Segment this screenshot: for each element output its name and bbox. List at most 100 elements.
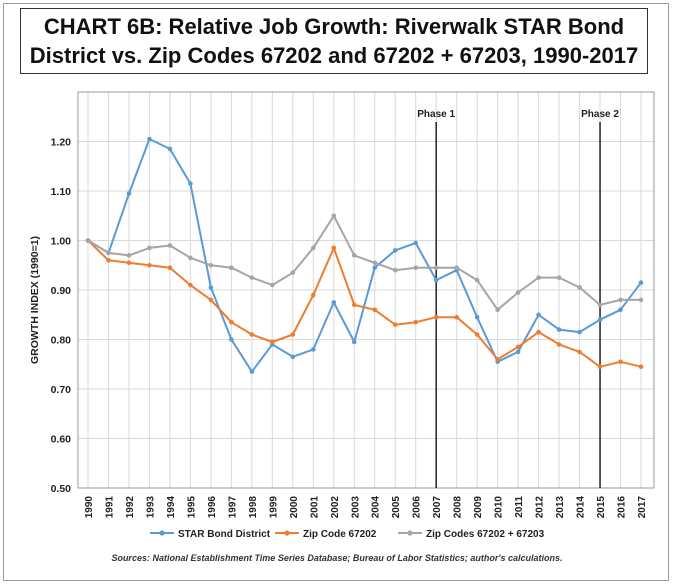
- x-tick-label: 2014: [576, 496, 587, 519]
- plot-area-border: [77, 91, 655, 489]
- data-point: [229, 265, 234, 271]
- data-point: [454, 265, 459, 271]
- data-point: [331, 300, 337, 305]
- y-tick-label: 0.80: [51, 335, 72, 347]
- data-point: [249, 369, 255, 374]
- data-point: [85, 238, 91, 243]
- data-point: [638, 364, 644, 370]
- data-point: [577, 349, 582, 355]
- x-tick-label: 2015: [596, 496, 607, 519]
- x-tick-label: 1993: [145, 496, 156, 519]
- data-point: [290, 354, 296, 360]
- y-tick-label: 0.60: [51, 434, 72, 446]
- series-line: [87, 138, 642, 373]
- x-tick-label: 1995: [186, 496, 197, 519]
- chart-title: CHART 6B: Relative Job Growth: Riverwalk…: [30, 12, 638, 70]
- data-point: [556, 327, 562, 332]
- data-point: [290, 270, 296, 275]
- data-point: [413, 265, 419, 271]
- data-point: [495, 307, 500, 313]
- data-point: [188, 282, 193, 288]
- data-point: [433, 265, 439, 271]
- chart-frame: [3, 3, 669, 581]
- data-point: [433, 314, 439, 320]
- data-point: [106, 250, 111, 256]
- data-point: [556, 342, 562, 347]
- legend-marker: [284, 530, 290, 536]
- data-point: [229, 319, 234, 325]
- data-point: [638, 280, 644, 285]
- data-point: [331, 245, 337, 251]
- x-tick-label: 2017: [637, 496, 648, 519]
- series-line: [87, 214, 641, 311]
- legend-label: Zip Code 67202: [303, 529, 377, 540]
- data-point: [126, 191, 132, 196]
- data-point: [270, 282, 275, 288]
- x-tick-label: 2013: [555, 496, 566, 519]
- data-point: [167, 265, 173, 271]
- data-point: [556, 275, 562, 280]
- x-tick-label: 2006: [412, 496, 423, 519]
- data-point: [372, 307, 378, 313]
- data-point: [310, 292, 316, 298]
- x-tick-label: 2003: [350, 496, 361, 519]
- chart-title-line-2: District vs. Zip Codes 67202 and 67202 +…: [29, 43, 639, 68]
- axes: [77, 91, 655, 489]
- y-tick-label: 1.10: [51, 186, 72, 198]
- data-point: [331, 213, 337, 219]
- series-lines: [85, 136, 644, 374]
- data-point: [474, 314, 480, 320]
- x-tick-label: 1997: [227, 496, 238, 519]
- tick-labels: 0.50 0.60 0.70 0.80 0.90 1.00 1.10 1.20 1990 1991…: [51, 137, 648, 519]
- data-point: [495, 357, 500, 362]
- data-point: [597, 317, 603, 323]
- x-tick-label: 1994: [166, 496, 177, 519]
- data-point: [536, 275, 541, 280]
- data-point: [536, 329, 541, 335]
- data-point: [577, 285, 582, 290]
- y-axis-label: GROWTH INDEX (1990=1): [29, 236, 41, 364]
- data-point: [208, 285, 214, 290]
- x-tick-label: 1992: [125, 496, 136, 519]
- data-point: [126, 260, 132, 266]
- chart-title-box: CHART 6B: Relative Job Growth: Riverwalk…: [20, 8, 648, 74]
- x-tick-label: 2009: [473, 496, 484, 519]
- data-point: [249, 275, 255, 280]
- x-tick-label: 2011: [514, 496, 525, 518]
- data-point: [577, 329, 582, 335]
- data-point: [208, 297, 214, 303]
- data-point: [351, 339, 357, 345]
- data-point: [372, 265, 378, 271]
- x-tick-label: 2005: [391, 496, 402, 519]
- data-point: [454, 314, 459, 320]
- legend: STAR Bond District Zip Code 67202 Zip Code…: [150, 529, 545, 540]
- data-point: [618, 307, 623, 313]
- x-tick-label: 1991: [104, 496, 115, 519]
- legend-marker: [159, 530, 165, 536]
- y-tick-label: 0.70: [51, 384, 72, 396]
- legend-label: STAR Bond District: [178, 529, 271, 540]
- data-point: [597, 302, 603, 308]
- x-tick-label: 2002: [330, 496, 341, 519]
- data-point: [474, 332, 480, 337]
- x-tick-label: 1998: [248, 496, 259, 519]
- data-point: [597, 364, 603, 370]
- data-point: [126, 253, 132, 258]
- data-point: [638, 297, 644, 303]
- data-point: [392, 322, 398, 327]
- data-point: [188, 181, 193, 186]
- legend-label: Zip Codes 67202 + 67203: [426, 529, 545, 540]
- chart-title-line-1: CHART 6B: Relative Job Growth: Riverwalk…: [43, 14, 625, 39]
- data-point: [351, 253, 357, 258]
- x-tick-label: 2012: [535, 496, 546, 519]
- x-tick-label: 1999: [268, 496, 279, 519]
- series-line: [87, 239, 642, 368]
- data-point: [147, 245, 152, 251]
- data-point: [515, 290, 521, 295]
- source-note: Sources: National Establishment Time Ser…: [111, 553, 563, 563]
- data-point: [392, 248, 398, 253]
- y-tick-label: 1.00: [51, 236, 72, 248]
- data-point: [310, 245, 316, 251]
- x-tick-label: 1996: [207, 496, 218, 519]
